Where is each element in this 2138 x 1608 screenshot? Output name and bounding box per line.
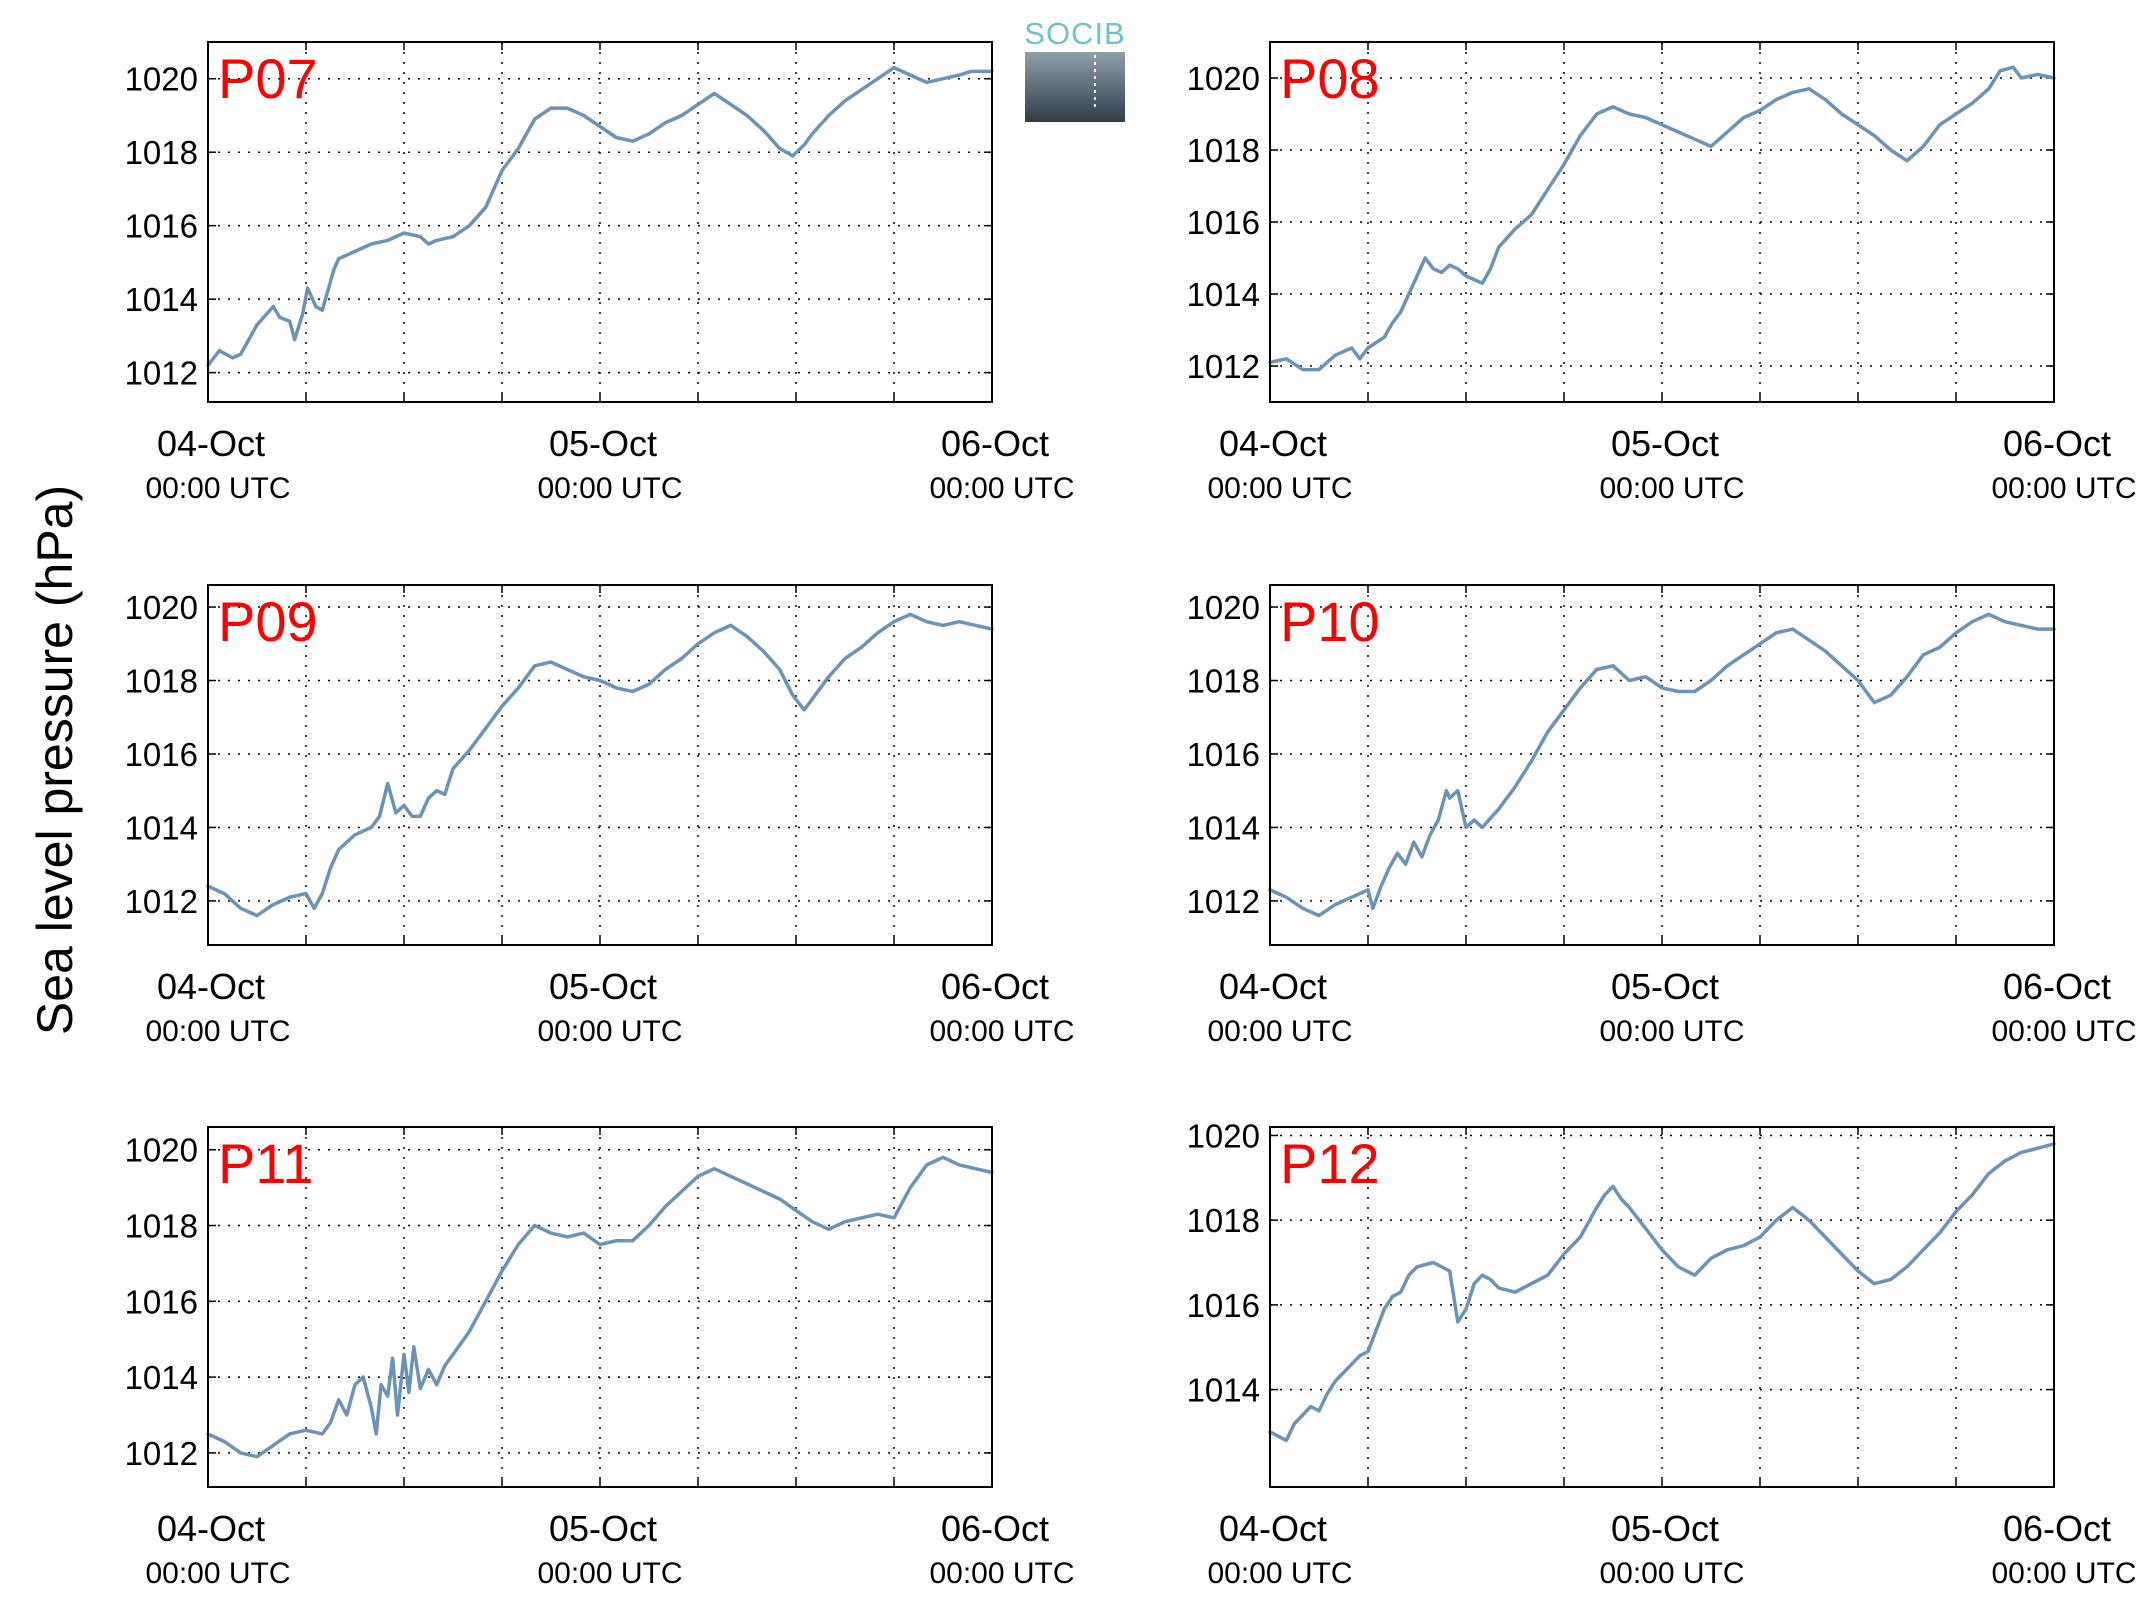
plot-frame <box>1269 584 2055 946</box>
y-tick-label: 1020 <box>1187 589 1260 626</box>
y-tick-label: 1018 <box>125 134 198 171</box>
x-tick-label-date: 05-Oct <box>1611 966 1719 1007</box>
x-tick-label-time: 00:00 UTC <box>929 1015 1074 1048</box>
y-tick-label: 1012 <box>125 1435 198 1472</box>
panel-label: P11 <box>218 1132 313 1195</box>
series-line-p08 <box>1268 65 2056 372</box>
y-tick-label: 1020 <box>1187 1117 1260 1154</box>
panel-p11: 1012 1014 1016 1018 1020 04-Oct 00:00 UTC 05-Oc… <box>125 1126 1075 1590</box>
y-axis-title: Sea level pressure (hPa) <box>27 485 83 1035</box>
plot-frame <box>207 584 993 946</box>
y-tick-label: 1014 <box>125 809 198 846</box>
y-tick-label: 1016 <box>125 736 198 773</box>
x-tick-label-date: 04-Oct <box>157 423 265 464</box>
x-tick-label-time: 00:00 UTC <box>537 1557 682 1590</box>
x-tick-label-time: 00:00 UTC <box>537 1015 682 1048</box>
y-tick-label: 1020 <box>125 1132 198 1169</box>
y-tick-label: 1016 <box>125 1283 198 1320</box>
series-line-p07 <box>206 65 994 368</box>
panels: 1012 1014 1016 1018 1020 04-Oct 00:00 UTC 05-Oc… <box>125 41 2137 1590</box>
x-tick-label-date: 05-Oct <box>1611 423 1719 464</box>
x-tick-label-date: 04-Oct <box>1219 423 1327 464</box>
y-tick-label: 1016 <box>1187 204 1260 241</box>
panel-p07: 1012 1014 1016 1018 1020 04-Oct 00:00 UTC 05-Oc… <box>125 41 1075 505</box>
x-tick-label-date: 06-Oct <box>941 966 1049 1007</box>
series-line-p10 <box>1268 612 2056 918</box>
y-tick-label: 1014 <box>1187 1372 1260 1409</box>
panel-label: P12 <box>1280 1132 1380 1195</box>
panel-label: P10 <box>1280 590 1380 653</box>
panel-p08: 1012 1014 1016 1018 1020 04-Oct 00:00 UTC 05-Oc… <box>1187 41 2137 505</box>
y-tick-label: 1018 <box>1187 663 1260 700</box>
y-tick-label: 1012 <box>125 355 198 392</box>
series-line-p09 <box>206 612 994 918</box>
y-tick-label: 1016 <box>125 208 198 245</box>
panel-p09: 1012 1014 1016 1018 1020 04-Oct 00:00 UTC 05-Oc… <box>125 584 1075 1048</box>
x-tick-label-time: 00:00 UTC <box>537 472 682 505</box>
x-tick-label-date: 05-Oct <box>549 423 657 464</box>
x-tick-label-time: 00:00 UTC <box>929 1557 1074 1590</box>
x-tick-label-date: 06-Oct <box>941 423 1049 464</box>
panel-label: P09 <box>218 590 318 653</box>
x-tick-label-time: 00:00 UTC <box>1991 472 2136 505</box>
x-tick-label-date: 05-Oct <box>549 1508 657 1549</box>
x-tick-label-time: 00:00 UTC <box>1599 1557 1744 1590</box>
panel-p12: 1014 1016 1018 1020 04-Oct 00:00 UTC 05-Oct 00:… <box>1187 1117 2137 1590</box>
y-tick-label: 1018 <box>1187 1202 1260 1239</box>
series-line-p11 <box>206 1155 994 1459</box>
x-tick-label-date: 04-Oct <box>1219 1508 1327 1549</box>
x-tick-label-time: 00:00 UTC <box>145 472 290 505</box>
x-tick-label-date: 04-Oct <box>1219 966 1327 1007</box>
x-tick-label-date: 04-Oct <box>157 966 265 1007</box>
x-tick-label-date: 04-Oct <box>157 1508 265 1549</box>
x-tick-label-date: 05-Oct <box>1611 1508 1719 1549</box>
x-tick-label-time: 00:00 UTC <box>1207 1015 1352 1048</box>
y-tick-label: 1018 <box>125 663 198 700</box>
panel-p10: 1012 1014 1016 1018 1020 04-Oct 00:00 UTC 05-Oc… <box>1187 584 2137 1048</box>
x-tick-label-time: 00:00 UTC <box>145 1015 290 1048</box>
y-tick-label: 1014 <box>1187 809 1260 846</box>
y-tick-label: 1018 <box>1187 132 1260 169</box>
x-tick-label-date: 06-Oct <box>941 1508 1049 1549</box>
x-tick-label-time: 00:00 UTC <box>1991 1557 2136 1590</box>
y-tick-label: 1016 <box>1187 736 1260 773</box>
y-tick-label: 1014 <box>125 281 198 318</box>
y-tick-label: 1014 <box>1187 276 1260 313</box>
y-tick-label: 1012 <box>1187 883 1260 920</box>
y-tick-label: 1012 <box>1187 348 1260 385</box>
x-tick-label-date: 06-Oct <box>2003 423 2111 464</box>
plot-frame <box>1269 1126 2055 1488</box>
y-tick-label: 1016 <box>1187 1287 1260 1324</box>
x-tick-label-date: 06-Oct <box>2003 966 2111 1007</box>
x-tick-label-time: 00:00 UTC <box>1991 1015 2136 1048</box>
y-tick-label: 1020 <box>1187 60 1260 97</box>
y-tick-label: 1012 <box>125 883 198 920</box>
panel-label: P07 <box>218 47 318 110</box>
x-tick-label-time: 00:00 UTC <box>929 472 1074 505</box>
socib-logo-text: SOCIB <box>1024 16 1125 51</box>
plot-frame <box>207 41 993 403</box>
plot-frame <box>1269 41 2055 403</box>
series-line-p12 <box>1268 1142 2056 1443</box>
y-tick-label: 1018 <box>125 1208 198 1245</box>
x-tick-label-time: 00:00 UTC <box>1599 1015 1744 1048</box>
socib-logo: SOCIB <box>1024 16 1125 122</box>
plot-frame <box>207 1126 993 1488</box>
x-tick-label-time: 00:00 UTC <box>1207 1557 1352 1590</box>
y-tick-label: 1020 <box>125 61 198 98</box>
panel-label: P08 <box>1280 47 1380 110</box>
x-tick-label-date: 05-Oct <box>549 966 657 1007</box>
y-tick-label: 1014 <box>125 1359 198 1396</box>
x-tick-label-time: 00:00 UTC <box>1599 472 1744 505</box>
x-tick-label-date: 06-Oct <box>2003 1508 2111 1549</box>
socib-logo-block <box>1025 52 1125 122</box>
x-tick-label-time: 00:00 UTC <box>1207 472 1352 505</box>
x-tick-label-time: 00:00 UTC <box>145 1557 290 1590</box>
y-tick-label: 1020 <box>125 589 198 626</box>
